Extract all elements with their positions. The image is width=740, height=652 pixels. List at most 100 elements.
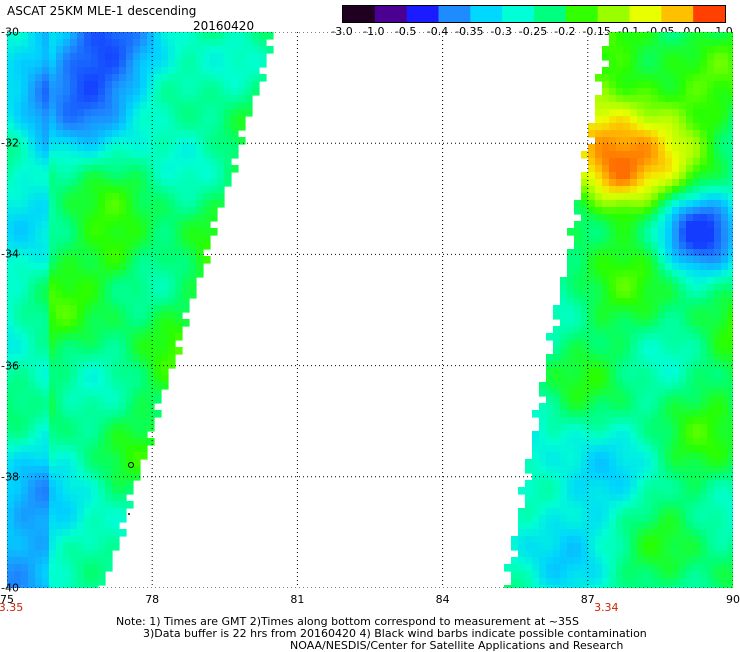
data-cell — [644, 347, 652, 355]
data-cell — [637, 466, 645, 474]
data-cell — [581, 263, 589, 271]
data-cell — [21, 424, 29, 432]
data-cell — [658, 95, 666, 103]
data-cell — [21, 571, 29, 579]
data-cell — [700, 123, 708, 131]
data-cell — [168, 249, 176, 257]
data-cell — [196, 249, 204, 257]
data-cell — [147, 67, 155, 75]
data-cell — [609, 389, 617, 397]
data-cell — [14, 508, 22, 516]
data-cell — [84, 333, 92, 341]
data-cell — [84, 571, 92, 579]
data-cell — [560, 536, 568, 544]
data-cell — [630, 536, 638, 544]
data-cell — [658, 354, 666, 362]
data-cell — [56, 431, 64, 439]
data-cell — [84, 74, 92, 82]
data-cell — [77, 319, 85, 327]
data-cell — [35, 347, 43, 355]
data-cell — [707, 137, 715, 145]
data-cell — [693, 235, 701, 243]
data-cell — [672, 291, 680, 299]
data-cell — [14, 452, 22, 460]
data-cell — [63, 67, 71, 75]
data-cell — [714, 326, 722, 334]
data-cell — [56, 508, 64, 516]
data-cell — [630, 431, 638, 439]
data-cell — [728, 109, 733, 117]
data-cell — [693, 389, 701, 397]
data-cell — [147, 298, 155, 306]
data-cell — [623, 333, 631, 341]
data-cell — [623, 585, 631, 588]
data-cell — [700, 95, 708, 103]
data-cell — [651, 515, 659, 523]
data-cell — [49, 564, 57, 572]
data-cell — [700, 291, 708, 299]
data-cell — [518, 571, 526, 579]
data-cell — [63, 403, 71, 411]
data-cell — [567, 438, 575, 446]
data-cell — [238, 67, 246, 75]
data-cell — [175, 291, 183, 299]
data-cell — [539, 452, 547, 460]
data-cell — [35, 522, 43, 530]
data-cell — [7, 487, 15, 495]
data-cell — [91, 284, 99, 292]
data-cell — [21, 137, 29, 145]
data-cell — [168, 333, 176, 341]
data-cell — [63, 88, 71, 96]
data-cell — [679, 123, 687, 131]
data-cell — [105, 109, 113, 117]
data-cell — [588, 179, 596, 187]
data-cell — [98, 151, 106, 159]
data-cell — [56, 81, 64, 89]
data-cell — [154, 46, 162, 54]
data-cell — [560, 403, 568, 411]
data-cell — [728, 165, 733, 173]
data-cell — [84, 445, 92, 453]
data-cell — [70, 60, 78, 68]
data-cell — [63, 473, 71, 481]
data-cell — [182, 235, 190, 243]
data-cell — [658, 515, 666, 523]
data-cell — [616, 389, 624, 397]
data-cell — [574, 564, 582, 572]
data-cell — [665, 256, 673, 264]
data-cell — [707, 235, 715, 243]
data-cell — [721, 151, 729, 159]
data-cell — [14, 396, 22, 404]
data-cell — [721, 312, 729, 320]
data-cell — [693, 501, 701, 509]
data-cell — [707, 277, 715, 285]
data-cell — [105, 494, 113, 502]
data-cell — [56, 452, 64, 460]
data-cell — [133, 116, 141, 124]
data-cell — [14, 368, 22, 376]
data-cell — [14, 263, 22, 271]
data-cell — [595, 382, 603, 390]
data-cell — [126, 480, 134, 488]
data-cell — [84, 382, 92, 390]
data-cell — [126, 228, 134, 236]
data-cell — [630, 571, 638, 579]
data-cell — [70, 109, 78, 117]
data-cell — [56, 207, 64, 215]
data-cell — [602, 186, 610, 194]
data-cell — [105, 354, 113, 362]
data-cell — [63, 39, 71, 47]
data-cell — [616, 95, 624, 103]
data-cell — [133, 438, 141, 446]
data-cell — [539, 550, 547, 558]
data-cell — [119, 431, 127, 439]
data-cell — [147, 354, 155, 362]
data-cell — [91, 480, 99, 488]
data-cell — [70, 403, 78, 411]
data-cell — [546, 438, 554, 446]
data-cell — [532, 564, 540, 572]
data-cell — [637, 277, 645, 285]
data-cell — [49, 263, 57, 271]
data-cell — [35, 291, 43, 299]
data-cell — [70, 410, 78, 418]
